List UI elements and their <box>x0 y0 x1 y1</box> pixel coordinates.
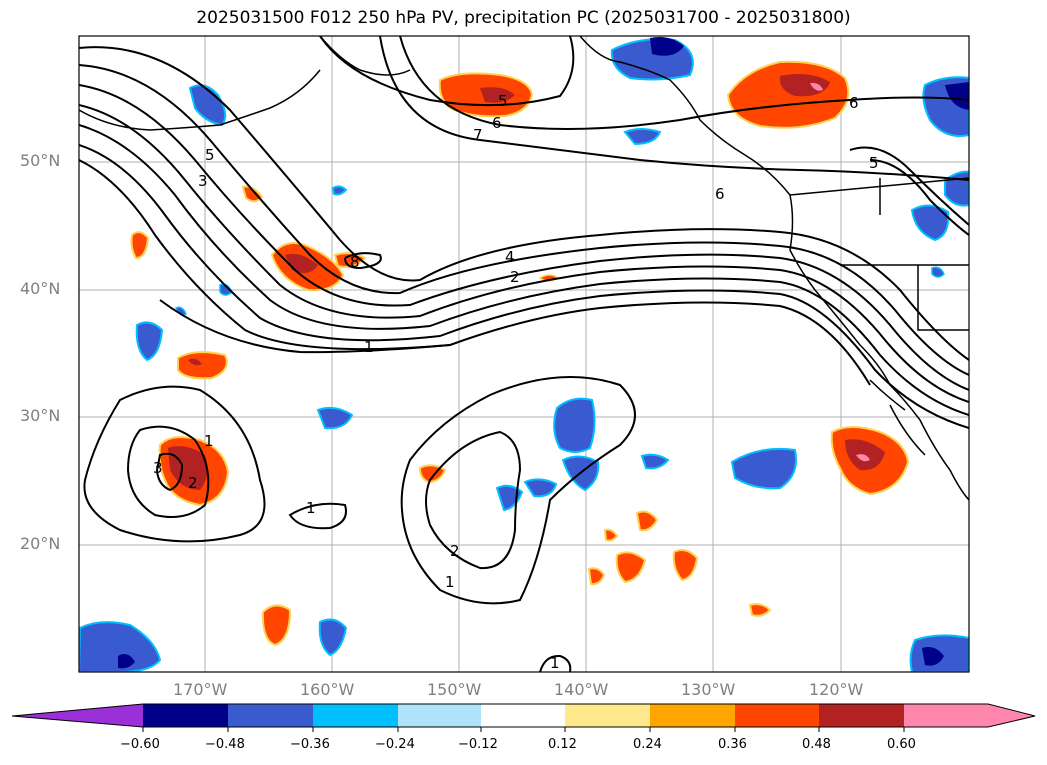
contour-label: 1 <box>204 432 214 450</box>
colorbar-segment <box>313 704 398 727</box>
contour-label: 1 <box>306 499 316 517</box>
contour-label: 1 <box>364 338 374 356</box>
lon-label: 140°W <box>554 680 609 699</box>
lat-label: 30°N <box>20 406 61 425</box>
precip-positive-blobs <box>130 60 910 647</box>
colorbar-tick-label: 0.48 <box>802 737 831 752</box>
colorbar-tick-label: 0.24 <box>633 737 662 752</box>
lat-label: 40°N <box>20 279 61 298</box>
colorbar-segment <box>228 704 313 727</box>
colorbar-tick-label: 0.60 <box>887 737 916 752</box>
contour-label: 3 <box>198 172 208 190</box>
colorbar-segment <box>650 704 735 727</box>
contour-label: 2 <box>188 474 198 492</box>
contour-label: 5 <box>205 146 215 164</box>
lat-label: 50°N <box>20 151 61 170</box>
coastline <box>79 36 969 501</box>
contour-label: 7 <box>473 126 483 144</box>
graticule <box>79 36 969 672</box>
precip-negative-blobs <box>79 37 969 672</box>
colorbar-tick-label: −0.36 <box>290 737 330 752</box>
lon-label: 130°W <box>681 680 736 699</box>
contour-label: 2 <box>510 268 520 286</box>
colorbar <box>11 703 1036 732</box>
lon-label: 160°W <box>300 680 355 699</box>
colorbar-segment <box>819 704 904 727</box>
map-title: 2025031500 F012 250 hPa PV, precipitatio… <box>196 8 851 28</box>
contour-label: 6 <box>492 114 502 132</box>
lat-label: 20°N <box>20 534 61 553</box>
lon-label: 150°W <box>427 680 482 699</box>
contour-label: 6 <box>849 94 859 112</box>
colorbar-segment <box>481 704 565 727</box>
colorbar-arrow-right <box>988 704 1035 727</box>
lon-label: 170°W <box>173 680 228 699</box>
map-background <box>79 36 969 672</box>
colorbar-segment <box>904 704 988 727</box>
colorbar-arrow-left <box>12 704 143 727</box>
colorbar-tick-label: −0.60 <box>120 737 160 752</box>
contour-label-group: 5 6 7 6 5 6 5 3 8 4 2 1 1 3 2 1 2 1 1 <box>153 92 879 672</box>
colorbar-tick-label: 0.12 <box>548 737 577 752</box>
colorbar-segment <box>398 704 481 727</box>
contour-label: 1 <box>445 573 455 591</box>
contour-label: 8 <box>350 253 360 271</box>
pv-contours <box>79 36 969 672</box>
contour-label: 5 <box>498 92 508 110</box>
colorbar-segment <box>143 704 228 727</box>
colorbar-tick-label: −0.24 <box>375 737 415 752</box>
contour-label: 4 <box>505 248 515 266</box>
contour-label: 5 <box>869 154 879 172</box>
colorbar-tick-label: 0.36 <box>718 737 747 752</box>
lon-label: 120°W <box>809 680 864 699</box>
contour-label: 2 <box>450 542 460 560</box>
colorbar-tick-label: −0.12 <box>458 737 498 752</box>
map-frame <box>78 35 970 673</box>
contour-label: 3 <box>153 459 163 477</box>
colorbar-segment <box>735 704 819 727</box>
colorbar-tick-label: −0.48 <box>205 737 245 752</box>
contour-label: 1 <box>550 654 560 672</box>
colorbar-segment <box>565 704 650 727</box>
contour-label: 6 <box>715 185 725 203</box>
